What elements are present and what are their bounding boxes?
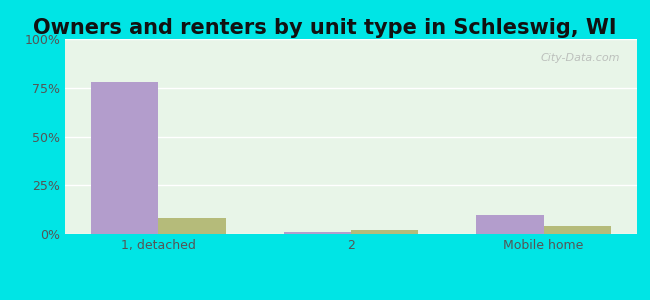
Bar [351,230,419,234]
Legend: Owner occupied units, Renter occupied units: Owner occupied units, Renter occupied un… [172,295,530,300]
Text: City-Data.com: City-Data.com [540,52,620,63]
Bar [283,232,351,234]
Bar [476,214,543,234]
Text: Owners and renters by unit type in Schleswig, WI: Owners and renters by unit type in Schle… [33,18,617,38]
Bar [91,82,159,234]
Bar [543,226,611,234]
Bar [159,218,226,234]
